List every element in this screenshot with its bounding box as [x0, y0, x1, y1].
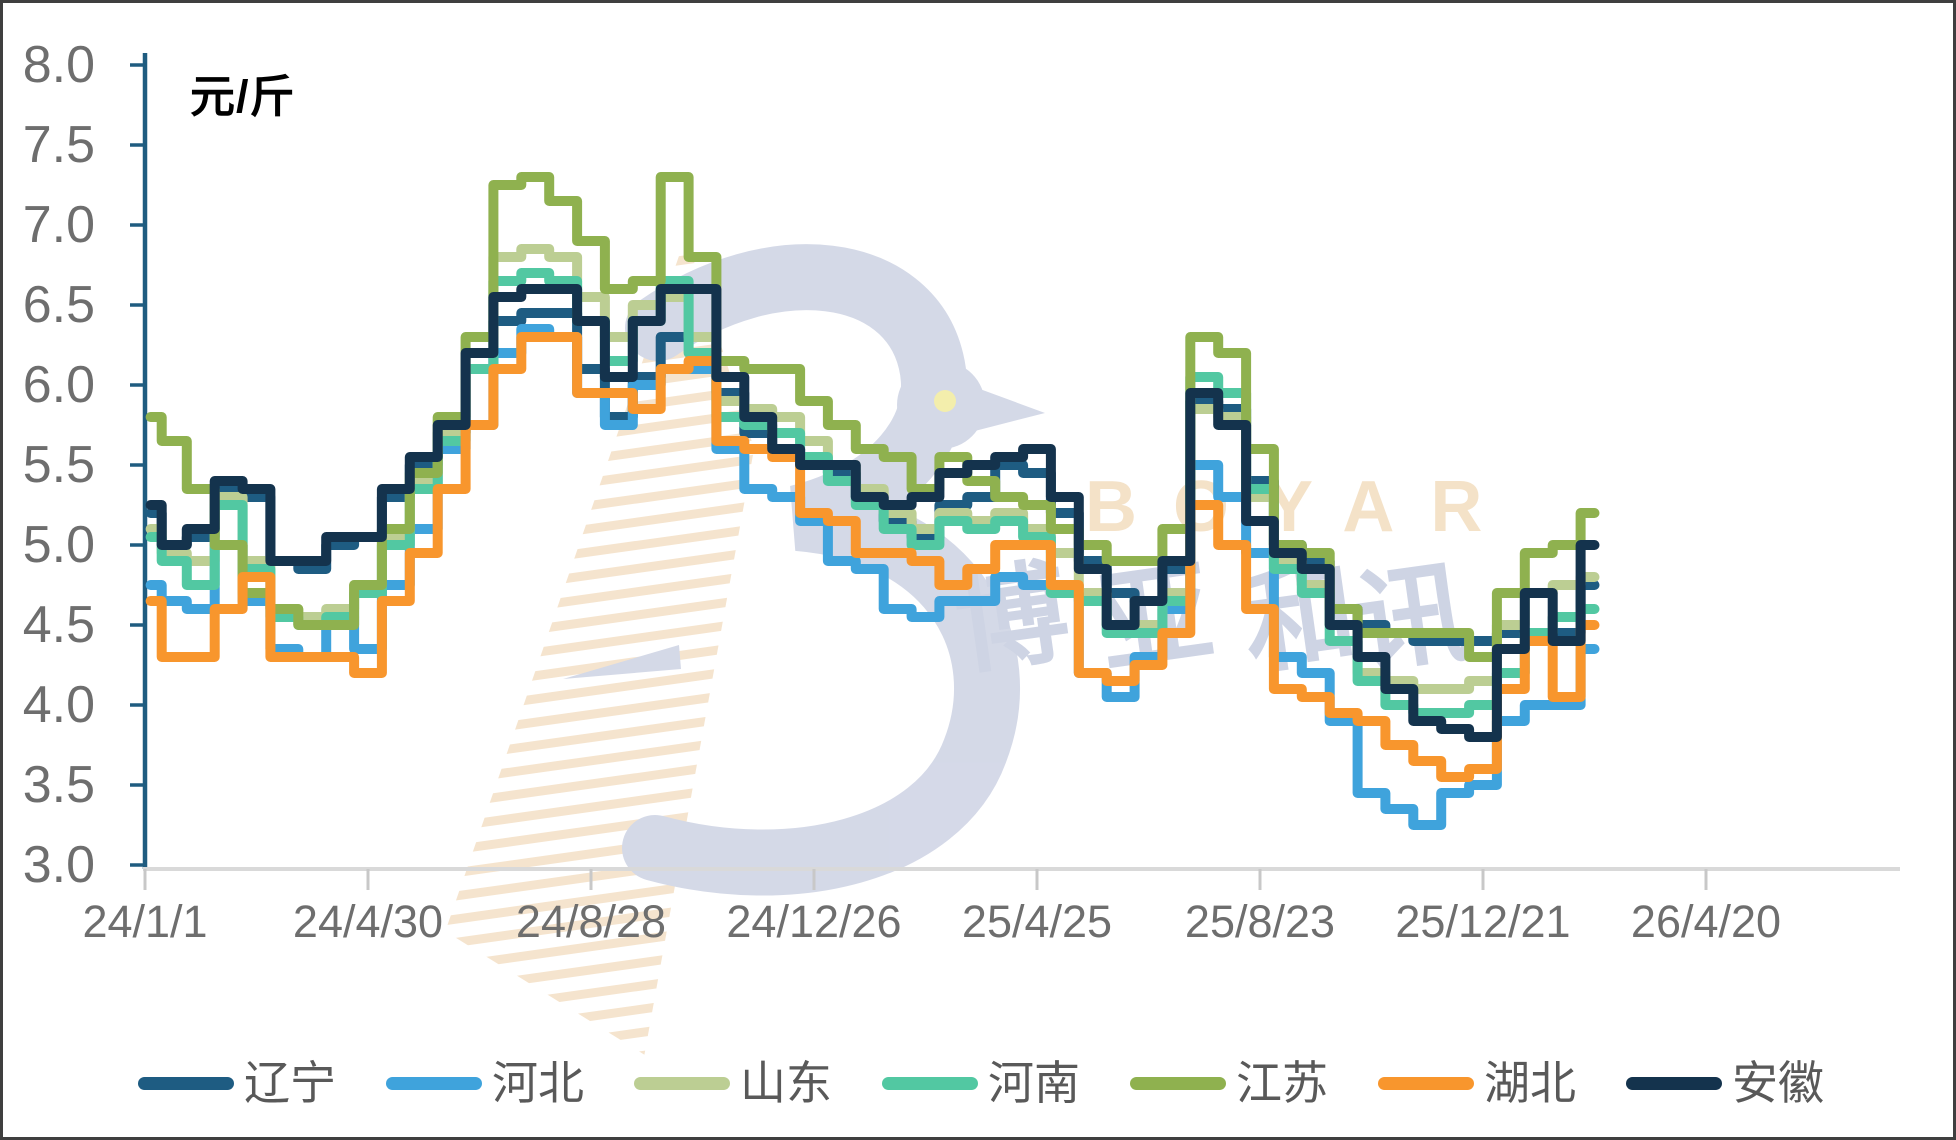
- legend-swatch-山东: [634, 1076, 730, 1090]
- y-axis-tick-label: 3.0: [23, 836, 95, 894]
- x-axis-tick-label: 24/1/1: [82, 896, 207, 947]
- stripe: [354, 648, 836, 735]
- legend-swatch-江苏: [1130, 1076, 1226, 1090]
- y-axis-tick-label: 3.5: [23, 756, 95, 814]
- legend-item-安徽: 安徽: [1626, 1060, 1824, 1106]
- legend-label-湖北: 湖北: [1484, 1057, 1576, 1109]
- y-axis-tick-label: 7.5: [23, 116, 95, 174]
- x-axis-tick-label: 24/8/28: [516, 896, 666, 947]
- legend-label-安徽: 安徽: [1732, 1057, 1824, 1109]
- legend-label-河南: 河南: [988, 1057, 1080, 1109]
- dove-logo-eye: [934, 390, 956, 412]
- legend-item-江苏: 江苏: [1130, 1060, 1328, 1106]
- y-axis-tick-label: 5.0: [23, 516, 95, 574]
- y-axis-tick-label: 7.0: [23, 196, 95, 254]
- y-axis-tick-label: 8.0: [23, 36, 95, 94]
- watermark-group: BOYAR博亚和讯: [354, 230, 1518, 1080]
- legend-item-辽宁: 辽宁: [138, 1060, 336, 1106]
- legend-item-湖北: 湖北: [1378, 1060, 1576, 1106]
- stripe: [354, 739, 836, 827]
- dove-logo-beak: [967, 385, 1045, 433]
- watermark-brand-latin: BOYAR: [1085, 467, 1518, 547]
- dove-logo-wing: [563, 645, 681, 679]
- chart-canvas: BOYAR博亚和讯 8.0 7.5 7.0 6.5 6.0 5.5 5.0 4.5 4.0 3.5 3…: [23, 36, 1900, 1080]
- legend-item-河南: 河南: [882, 1060, 1080, 1106]
- x-axis-tick-label: 26/4/20: [1631, 896, 1781, 947]
- legend-swatch-河南: [882, 1076, 978, 1090]
- x-axis-tick-label: 24/4/30: [293, 896, 443, 947]
- x-axis-tick-label: 25/8/23: [1185, 896, 1335, 947]
- stripe: [355, 966, 836, 1054]
- legend-label-江苏: 江苏: [1236, 1057, 1328, 1109]
- x-axis-tick-label: 24/12/26: [726, 896, 901, 947]
- y-axis-unit-label: 元/斤: [190, 71, 296, 122]
- legend-swatch-湖北: [1378, 1076, 1474, 1090]
- watermark-brand-cn-char: 讯: [1348, 549, 1476, 688]
- legend-swatch-辽宁: [138, 1076, 234, 1090]
- stripe: [354, 625, 836, 713]
- series-line-湖北: [145, 332, 1600, 782]
- legend-item-山东: 山东: [634, 1060, 832, 1106]
- x-axis-tick-label: 25/12/21: [1395, 896, 1570, 947]
- legend-label-河北: 河北: [492, 1057, 584, 1109]
- y-axis-tick-label: 4.0: [23, 676, 95, 734]
- legend-swatch-安徽: [1626, 1076, 1722, 1090]
- stripe: [354, 716, 836, 804]
- stripe: [354, 670, 836, 758]
- legend-item-河北: 河北: [386, 1060, 584, 1106]
- stripe: [354, 944, 836, 1032]
- legend-swatch-河北: [386, 1076, 482, 1090]
- y-axis-tick-label: 5.5: [23, 436, 95, 494]
- x-axis-tick-label: 25/4/25: [962, 896, 1112, 947]
- y-axis-tick-label: 6.5: [23, 276, 95, 334]
- stripe: [354, 693, 836, 781]
- legend: 辽宁 河北 山东 河南 江苏 湖北 安徽: [3, 1043, 1953, 1123]
- y-axis-tick-label: 6.0: [23, 356, 95, 414]
- legend-label-辽宁: 辽宁: [244, 1057, 336, 1109]
- legend-label-山东: 山东: [740, 1057, 832, 1109]
- series-lines-group: [145, 172, 1600, 830]
- axes-group: 8.0 7.5 7.0 6.5 6.0 5.5 5.0 4.5 4.0 3.5 3.024/1/1 2…: [23, 36, 1900, 947]
- y-axis-tick-label: 4.5: [23, 596, 95, 654]
- series-line-安徽: [145, 284, 1600, 742]
